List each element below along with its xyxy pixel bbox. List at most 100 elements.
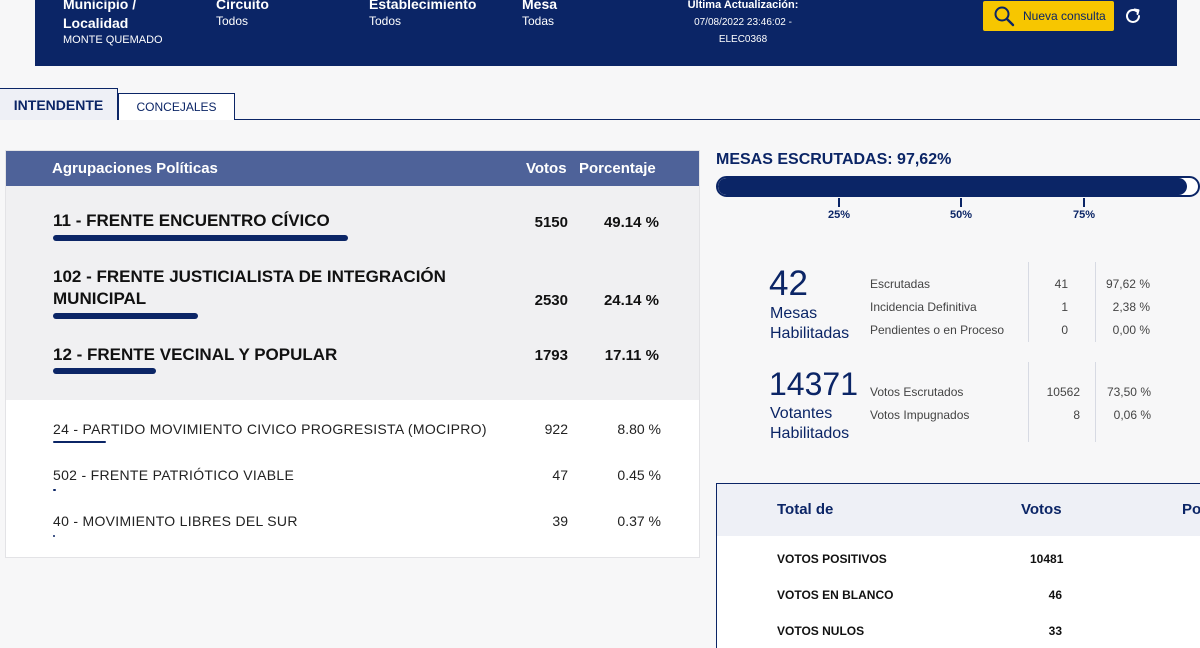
divider (1095, 362, 1096, 442)
party-pct: 8.80 % (617, 421, 661, 437)
results-header: Agrupaciones Políticas Votos Porcentaje (6, 151, 699, 186)
filter-establecimiento-title: Establecimiento (369, 0, 477, 12)
party-share-bar (53, 313, 198, 319)
top-filter-bar: Municipio / Localidad MONTE QUEMADO Circ… (35, 0, 1177, 66)
party-share-bar (53, 441, 106, 443)
last-update-value: 07/08/2022 23:46:02 - (694, 17, 792, 28)
mesas-progress-fill (718, 178, 1187, 195)
stat-pct: 0,06 % (1113, 408, 1151, 422)
tab-intendente[interactable]: INTENDENTE (0, 88, 118, 120)
party-name: 102 - FRENTE JUSTICIALISTA DE INTEGRACIÓ… (53, 267, 446, 308)
party-votes: 47 (552, 467, 568, 483)
filter-establecimiento-value: Todos (369, 14, 402, 28)
party-name: 12 - FRENTE VECINAL Y POPULAR (53, 345, 338, 364)
party-name: 11 - FRENTE ENCUENTRO CÍVICO (53, 211, 330, 230)
totals-row-label: VOTOS POSITIVOS (777, 552, 887, 566)
stat-pct: 0,00 % (1112, 323, 1150, 337)
totals-row-value: 10481 (1030, 552, 1064, 566)
stat-label: Votos Impugnados (870, 408, 970, 422)
col-agrupaciones: Agrupaciones Políticas (52, 160, 218, 177)
stat-pct: 2,38 % (1112, 300, 1150, 314)
stat-count: 8 (1073, 408, 1080, 422)
totals-row-value: 33 (1048, 624, 1062, 638)
party-pct: 0.37 % (617, 513, 661, 529)
totals-header: Total de Votos Po (717, 484, 1200, 536)
nueva-consulta-button[interactable]: Nueva consulta (983, 1, 1114, 31)
votantes-habilitados-count: 14371 (769, 366, 858, 402)
last-update-title: Ultima Actualización: (687, 0, 799, 11)
mesas-escrutadas-title: MESAS ESCRUTADAS: 97,62% (716, 151, 952, 168)
totals-row-value: 46 (1048, 588, 1062, 602)
filter-circuito-value: Todos (216, 14, 249, 28)
stat-label: Escrutadas (870, 277, 931, 291)
col-votos: Votos (1021, 501, 1062, 518)
stat-pct: 97,62 % (1105, 277, 1150, 291)
party-name: 40 - MOVIMIENTO LIBRES DEL SUR (53, 513, 298, 529)
filter-circuito[interactable]: Circuito Todos (216, 0, 269, 29)
totals-table: Total de Votos Po VOTOS POSITIVOS 10481 … (716, 483, 1200, 648)
progress-tick (960, 198, 962, 207)
divider (1028, 362, 1029, 442)
votantes-habilitados-label: Habilitados (770, 425, 850, 442)
stat-label: Incidencia Definitiva (870, 300, 977, 314)
col-votos: Votos (526, 160, 567, 177)
divider (1028, 262, 1029, 342)
mesas-habilitadas-label: Mesas (770, 305, 818, 322)
totals-row: VOTOS EN BLANCO 46 (777, 588, 1062, 602)
progress-tick (1083, 198, 1085, 207)
last-update: Ultima Actualización: 07/08/2022 23:46:0… (675, 0, 811, 48)
party-votes: 2530 (534, 292, 568, 309)
tab-concejales[interactable]: CONCEJALES (118, 93, 235, 120)
filter-municipio[interactable]: Municipio / Localidad MONTE QUEMADO (63, 0, 183, 48)
filter-municipio-title: Municipio / Localidad (63, 0, 137, 31)
stat-count: 10562 (1046, 385, 1080, 399)
stat-count: 1 (1061, 300, 1068, 314)
results-table: Agrupaciones Políticas Votos Porcentaje … (5, 150, 700, 558)
party-share-bar (53, 368, 156, 374)
party-name: 24 - PARTIDO MOVIMIENTO CIVICO PROGRESIS… (53, 421, 487, 437)
party-pct: 0.45 % (617, 467, 661, 483)
party-votes: 5150 (534, 214, 568, 231)
totals-row-label: VOTOS NULOS (777, 624, 865, 638)
mesas-habilitadas-count: 42 (769, 264, 808, 303)
progress-tick-label: 50% (950, 209, 973, 221)
party-votes: 39 (552, 513, 568, 529)
mesas-progress-bar (716, 176, 1200, 197)
party-name: 502 - FRENTE PATRIÓTICO VIABLE (53, 467, 295, 483)
party-pct: 24.14 % (603, 292, 659, 309)
filter-mesa-title: Mesa (522, 0, 558, 12)
filter-mesa[interactable]: Mesa Todas (522, 0, 557, 29)
stat-label: Pendientes o en Proceso (870, 323, 1005, 337)
col-total-de: Total de (777, 501, 834, 518)
party-share-bar (53, 535, 56, 537)
party-votes: 1793 (534, 347, 568, 364)
progress-tick-label: 25% (828, 209, 851, 221)
party-share-bar (53, 235, 348, 241)
last-update-code: ELEC0368 (718, 34, 768, 45)
filter-municipio-value: MONTE QUEMADO (63, 34, 163, 46)
col-porcentaje-partial: Po (1182, 501, 1200, 518)
party-share-bar (53, 489, 56, 491)
refresh-icon[interactable] (1122, 5, 1144, 27)
col-porcentaje: Porcentaje (579, 160, 656, 177)
party-votes: 922 (544, 421, 568, 437)
top-parties: 11 - FRENTE ENCUENTRO CÍVICO 5150 49.14 … (6, 186, 699, 400)
filter-circuito-title: Circuito (216, 0, 269, 12)
mesas-habilitadas-label: Habilitadas (770, 325, 850, 342)
stat-pct: 73,50 % (1106, 385, 1151, 399)
progress-tick (838, 198, 840, 207)
nueva-consulta-label: Nueva consulta (1023, 9, 1106, 23)
totals-row-label: VOTOS EN BLANCO (777, 588, 894, 602)
search-icon (993, 5, 1015, 27)
party-pct: 49.14 % (603, 214, 659, 231)
party-pct: 17.11 % (604, 347, 659, 364)
totals-row: VOTOS POSITIVOS 10481 (777, 552, 1063, 566)
filter-establecimiento[interactable]: Establecimiento Todos (369, 0, 476, 29)
totals-row: VOTOS NULOS 33 (777, 624, 1062, 638)
divider (1095, 262, 1096, 342)
progress-tick-label: 75% (1073, 209, 1096, 221)
votantes-habilitados-label: Votantes (770, 405, 833, 422)
stat-count: 41 (1054, 277, 1068, 291)
filter-mesa-value: Todas (522, 14, 555, 28)
stat-count: 0 (1061, 323, 1068, 337)
